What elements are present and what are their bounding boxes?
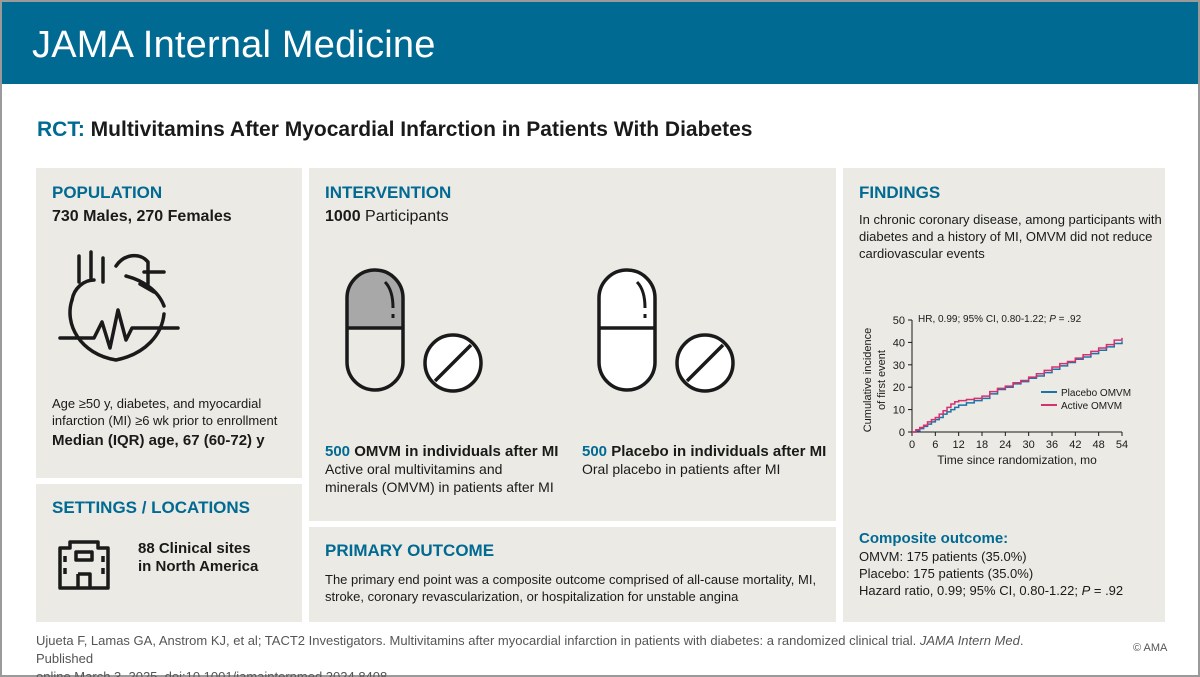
population-counts: 730 Males, 270 Females [52, 208, 232, 225]
hr-prefix: Hazard ratio, 0.99; 95% CI, 0.80-1.22; [859, 583, 1082, 598]
hr-suffix: = .92 [1090, 583, 1124, 598]
population-criteria-line2: infarction (MI) ≥6 wk prior to enrollmen… [52, 413, 278, 428]
heart-icon [58, 250, 180, 362]
y-tick-label: 40 [893, 337, 905, 349]
pill-capsule-empty-icon [597, 268, 735, 393]
y-tick-label: 20 [893, 382, 905, 394]
settings-line2: in North America [138, 558, 259, 575]
y-tick-label: 50 [893, 315, 905, 327]
primary-line2: stroke, coronary revascularization, or h… [325, 589, 739, 604]
x-tick-label: 36 [1046, 439, 1058, 451]
y-tick-label: 10 [893, 405, 905, 417]
population-panel: POPULATION 730 Males, 270 Females Age ≥5… [36, 168, 302, 478]
y-axis-label-line1: Cumulative incidence [862, 328, 874, 433]
x-tick-label: 42 [1069, 439, 1081, 451]
series-line-placebo [912, 341, 1123, 433]
arm1-label: OMVM in individuals after MI [350, 443, 559, 460]
population-criteria-line1: Age ≥50 y, diabetes, and myocardial [52, 396, 262, 411]
legend-label: Active OMVM [1061, 401, 1122, 412]
primary-outcome-panel: PRIMARY OUTCOME The primary end point wa… [309, 527, 836, 622]
population-heading: POPULATION [52, 183, 163, 202]
intervention-panel: INTERVENTION 1000 Participants 500 OMVM … [309, 168, 836, 521]
citation-part1: Ujueta F, Lamas GA, Anstrom KJ, et al; T… [36, 633, 920, 648]
population-median-age: Median (IQR) age, 67 (60-72) y [52, 432, 265, 449]
series-line-active [912, 337, 1123, 433]
citation-line2: online March 3, 2025. doi:10.1001/jamain… [36, 669, 388, 677]
y-axis-label-line2: of first event [876, 350, 888, 410]
x-tick-label: 6 [932, 439, 938, 451]
y-tick-label: 0 [899, 427, 905, 439]
x-tick-label: 0 [909, 439, 915, 451]
participants-number: 1000 [325, 208, 361, 225]
findings-heading: FINDINGS [859, 183, 941, 202]
citation-part2: . Published [36, 633, 1024, 666]
composite-omvm: OMVM: 175 patients (35.0%) [859, 549, 1027, 564]
arm2-title: 500 Placebo in individuals after MI [582, 443, 826, 460]
x-tick-label: 30 [1023, 439, 1035, 451]
journal-header: JAMA Internal Medicine [2, 2, 1198, 84]
arm1-number: 500 [325, 443, 351, 460]
findings-line1: In chronic coronary disease, among parti… [859, 212, 1162, 227]
primary-heading: PRIMARY OUTCOME [325, 541, 495, 560]
primary-line1: The primary end point was a composite ou… [325, 572, 817, 587]
composite-placebo: Placebo: 175 patients (35.0%) [859, 566, 1034, 581]
findings-panel: FINDINGS In chronic coronary disease, am… [843, 168, 1165, 622]
findings-line3: cardiovascular events [859, 246, 985, 261]
km-chart: 0 10 20 30 40 50 0 6 12 18 24 30 36 42 48 54 Time since … [862, 314, 1131, 467]
x-tick-label: 54 [1116, 439, 1128, 451]
arm2-label: Placebo in individuals after MI [607, 443, 827, 460]
participants-label: Participants [360, 208, 449, 225]
building-icon [58, 540, 110, 590]
page-title: RCT: Multivitamins After Myocardial Infa… [37, 118, 752, 142]
legend-label: Placebo OMVM [1061, 388, 1131, 399]
x-tick-label: 12 [953, 439, 965, 451]
pill-capsule-filled-icon [345, 268, 483, 393]
settings-panel: SETTINGS / LOCATIONS 88 Clinical sites i… [36, 484, 302, 622]
citation-journal: JAMA Intern Med [919, 633, 1020, 648]
x-tick-label: 18 [976, 439, 988, 451]
arm1-desc-line2: minerals (OMVM) in patients after MI [325, 479, 554, 495]
findings-line2: diabetes and a history of MI, OMVM did n… [859, 229, 1153, 244]
intervention-heading: INTERVENTION [325, 183, 452, 202]
copyright: © AMA [1133, 642, 1168, 654]
x-tick-label: 48 [1093, 439, 1105, 451]
x-tick-label: 24 [999, 439, 1011, 451]
hr-p-symbol: P [1081, 583, 1091, 598]
composite-heading: Composite outcome: [859, 530, 1009, 547]
title-text: Multivitamins After Myocardial Infarctio… [84, 118, 753, 141]
arm2-desc-line1: Oral placebo in patients after MI [582, 461, 781, 477]
journal-title: JAMA Internal Medicine [32, 24, 436, 66]
settings-line1: 88 Clinical sites [138, 540, 251, 557]
chart-annotation: HR, 0.99; 95% CI, 0.80-1.22; P = .92 [918, 314, 1082, 325]
x-axis-label: Time since randomization, mo [937, 453, 1097, 467]
settings-heading: SETTINGS / LOCATIONS [52, 498, 251, 517]
composite-hazard-ratio: Hazard ratio, 0.99; 95% CI, 0.80-1.22; P… [859, 582, 1123, 599]
intervention-participants: 1000 Participants [325, 208, 449, 226]
citation: Ujueta F, Lamas GA, Anstrom KJ, et al; T… [36, 632, 1046, 677]
arm1-title: 500 OMVM in individuals after MI [325, 443, 558, 460]
arm1-desc-line1: Active oral multivitamins and [325, 461, 503, 477]
arm2-number: 500 [582, 443, 608, 460]
title-tag: RCT: [37, 118, 85, 141]
y-tick-label: 30 [893, 360, 905, 372]
